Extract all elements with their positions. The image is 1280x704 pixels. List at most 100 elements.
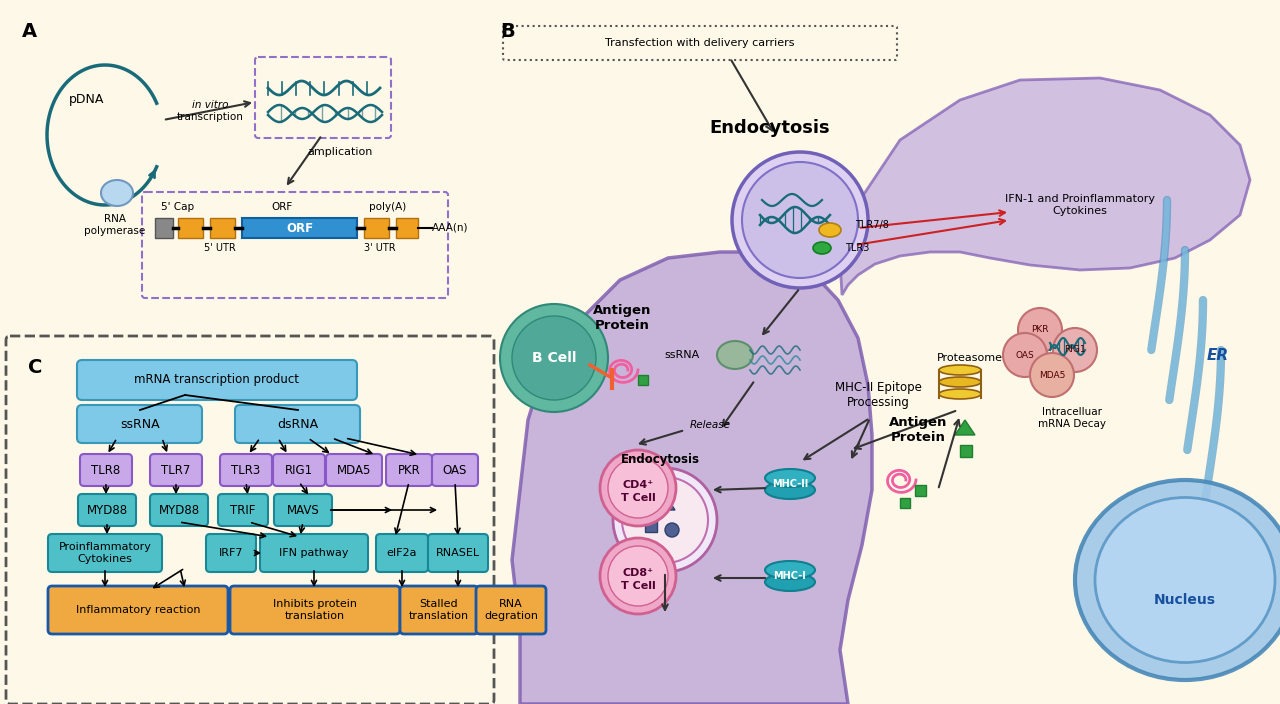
FancyBboxPatch shape — [260, 534, 369, 572]
Ellipse shape — [819, 223, 841, 237]
Text: A: A — [22, 22, 37, 41]
Text: TLR7/8: TLR7/8 — [855, 220, 888, 230]
Polygon shape — [840, 78, 1251, 295]
Circle shape — [622, 477, 708, 563]
Circle shape — [500, 304, 608, 412]
Ellipse shape — [1075, 480, 1280, 680]
Bar — [915, 485, 925, 496]
Text: TLR3: TLR3 — [232, 463, 261, 477]
Bar — [960, 445, 972, 457]
Text: RIG1: RIG1 — [285, 463, 314, 477]
Text: Stalled
translation: Stalled translation — [408, 599, 468, 621]
Text: mRNA transcription product: mRNA transcription product — [134, 374, 300, 386]
FancyBboxPatch shape — [236, 405, 360, 443]
Text: TLR3: TLR3 — [845, 243, 869, 253]
Text: B Cell: B Cell — [531, 351, 576, 365]
Text: Release: Release — [690, 420, 731, 430]
Text: Antigen
Protein: Antigen Protein — [888, 416, 947, 444]
FancyBboxPatch shape — [476, 586, 547, 634]
Ellipse shape — [765, 469, 815, 487]
Bar — [900, 498, 910, 508]
Text: TRIF: TRIF — [230, 503, 256, 517]
Circle shape — [1018, 308, 1062, 352]
Text: MHC-II Epitope
Processing: MHC-II Epitope Processing — [835, 381, 922, 409]
Text: MDA5: MDA5 — [337, 463, 371, 477]
Circle shape — [666, 523, 678, 537]
Text: MAVS: MAVS — [287, 503, 320, 517]
Text: TLR7: TLR7 — [161, 463, 191, 477]
Text: T Cell: T Cell — [621, 581, 655, 591]
Text: ssRNA: ssRNA — [664, 350, 700, 360]
Ellipse shape — [765, 573, 815, 591]
Text: pDNA: pDNA — [69, 94, 105, 106]
Text: PKR: PKR — [398, 463, 420, 477]
FancyBboxPatch shape — [218, 494, 268, 526]
Ellipse shape — [101, 180, 133, 206]
Text: Proinflammatory
Cytokines: Proinflammatory Cytokines — [59, 542, 151, 564]
Bar — [396, 218, 419, 238]
Polygon shape — [512, 252, 872, 704]
Text: eIF2a: eIF2a — [387, 548, 417, 558]
Ellipse shape — [1094, 498, 1275, 662]
FancyBboxPatch shape — [49, 586, 228, 634]
Text: MYD88: MYD88 — [87, 503, 128, 517]
Text: IRF7: IRF7 — [219, 548, 243, 558]
Bar — [178, 218, 204, 238]
Circle shape — [600, 450, 676, 526]
Text: poly(A): poly(A) — [370, 202, 407, 212]
FancyBboxPatch shape — [273, 454, 325, 486]
FancyBboxPatch shape — [433, 454, 477, 486]
Text: Intracelluar
mRNA Decay: Intracelluar mRNA Decay — [1038, 407, 1106, 429]
Text: MHC-II: MHC-II — [772, 479, 808, 489]
Circle shape — [1004, 333, 1047, 377]
Text: MHC-I: MHC-I — [773, 571, 806, 581]
Text: T Cell: T Cell — [621, 493, 655, 503]
Ellipse shape — [717, 341, 753, 369]
Text: Transfection with delivery carriers: Transfection with delivery carriers — [605, 38, 795, 48]
Text: TLR8: TLR8 — [91, 463, 120, 477]
FancyBboxPatch shape — [206, 534, 256, 572]
Text: Endocytosis: Endocytosis — [709, 119, 831, 137]
Bar — [210, 218, 236, 238]
Bar — [155, 218, 173, 238]
Text: Inflammatory reaction: Inflammatory reaction — [76, 605, 200, 615]
Text: RNASEL: RNASEL — [436, 548, 480, 558]
Text: AAA(n): AAA(n) — [431, 223, 468, 233]
Ellipse shape — [765, 561, 815, 579]
Text: Antigen
Protein: Antigen Protein — [593, 304, 652, 332]
Text: 5' UTR: 5' UTR — [204, 243, 236, 253]
FancyBboxPatch shape — [230, 586, 399, 634]
Circle shape — [1053, 328, 1097, 372]
FancyBboxPatch shape — [78, 494, 136, 526]
Text: MDA5: MDA5 — [1039, 370, 1065, 379]
Ellipse shape — [609, 552, 667, 600]
Text: 5' Cap: 5' Cap — [161, 202, 195, 212]
Text: dsRNA: dsRNA — [278, 417, 319, 431]
Circle shape — [512, 316, 596, 400]
Text: 3' UTR: 3' UTR — [365, 243, 396, 253]
Text: CD4⁺: CD4⁺ — [622, 480, 654, 490]
Text: ssRNA: ssRNA — [120, 417, 160, 431]
Text: PKR: PKR — [1032, 325, 1048, 334]
FancyBboxPatch shape — [77, 360, 357, 400]
Bar — [645, 520, 657, 532]
Text: OAS: OAS — [1015, 351, 1034, 360]
Circle shape — [732, 152, 868, 288]
Circle shape — [608, 546, 668, 606]
Bar — [364, 218, 389, 238]
Text: Nucleus: Nucleus — [1155, 593, 1216, 607]
Text: B: B — [500, 22, 515, 41]
Text: Proteasome: Proteasome — [937, 353, 1004, 363]
Text: transcription: transcription — [177, 112, 243, 122]
Ellipse shape — [609, 464, 667, 512]
Text: CD8⁺: CD8⁺ — [622, 568, 654, 578]
FancyBboxPatch shape — [77, 405, 202, 443]
Polygon shape — [655, 495, 675, 510]
Circle shape — [600, 538, 676, 614]
Bar — [637, 375, 648, 385]
Bar — [242, 218, 357, 238]
Circle shape — [1030, 353, 1074, 397]
Text: amplication: amplication — [307, 147, 372, 157]
Circle shape — [608, 458, 668, 518]
Text: ORF: ORF — [287, 222, 314, 234]
